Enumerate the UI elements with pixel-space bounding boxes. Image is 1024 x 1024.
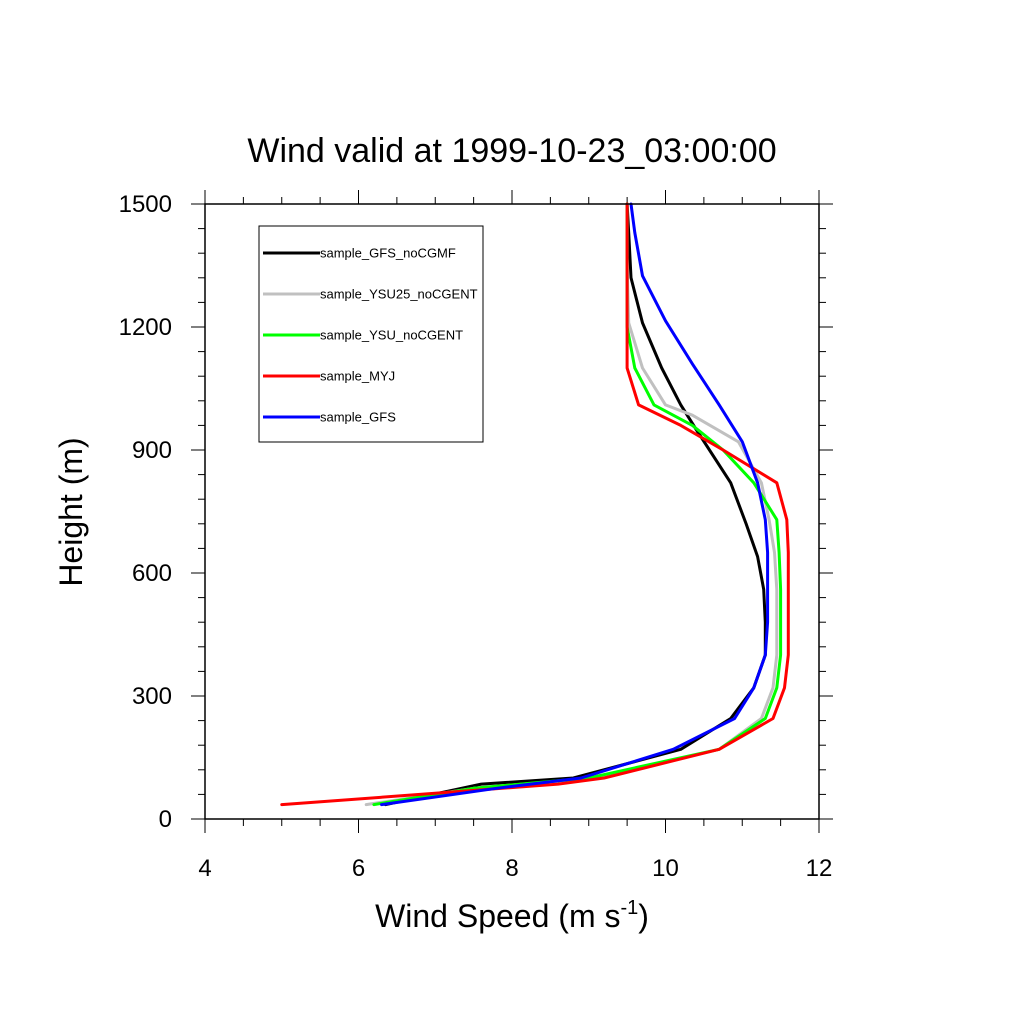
y-tick-label: 600 (132, 560, 172, 587)
legend-label: sample_GFS_noCGMF (320, 246, 456, 261)
series-line (383, 202, 767, 807)
x-tick-label: 4 (198, 855, 211, 882)
x-tick-label: 6 (352, 855, 365, 882)
y-tick-label: 900 (132, 437, 172, 464)
y-tick-label: 300 (132, 683, 172, 710)
series-line (280, 202, 790, 807)
series-line (380, 202, 770, 807)
y-tick-label: 1200 (119, 314, 172, 341)
legend-label: sample_YSU25_noCGENT (320, 287, 478, 302)
x-axis-title: Wind Speed (m s-1) (375, 897, 649, 934)
legend-label: sample_GFS (320, 410, 396, 425)
x-axis-title-sup: -1 (620, 897, 638, 919)
chart-title: Wind valid at 1999-10-23_03:00:00 (247, 132, 776, 170)
axis-ticks (191, 190, 833, 833)
legend-label: sample_YSU_noCGENT (320, 328, 463, 343)
legend-label: sample_MYJ (320, 369, 395, 384)
tick-labels: 4 6 8 10 12 0 300 600 900 1200 1500 (119, 191, 833, 882)
plot-frame (204, 203, 820, 820)
x-tick-label: 8 (505, 855, 518, 882)
x-axis-title-main: Wind Speed (m s (375, 898, 620, 934)
y-tick-label: 0 (159, 806, 172, 833)
x-tick-label: 10 (652, 855, 679, 882)
x-axis-title-suffix: ) (638, 898, 649, 934)
legend: sample_GFS_noCGMF sample_YSU25_noCGENTsam… (258, 225, 484, 443)
x-tick-label: 12 (806, 855, 833, 882)
plot-lines (280, 202, 790, 807)
legend-items: sample_GFS_noCGMF sample_YSU25_noCGENTsam… (263, 246, 478, 425)
y-axis-title: Height (m) (53, 437, 89, 586)
y-tick-label: 1500 (119, 191, 172, 218)
